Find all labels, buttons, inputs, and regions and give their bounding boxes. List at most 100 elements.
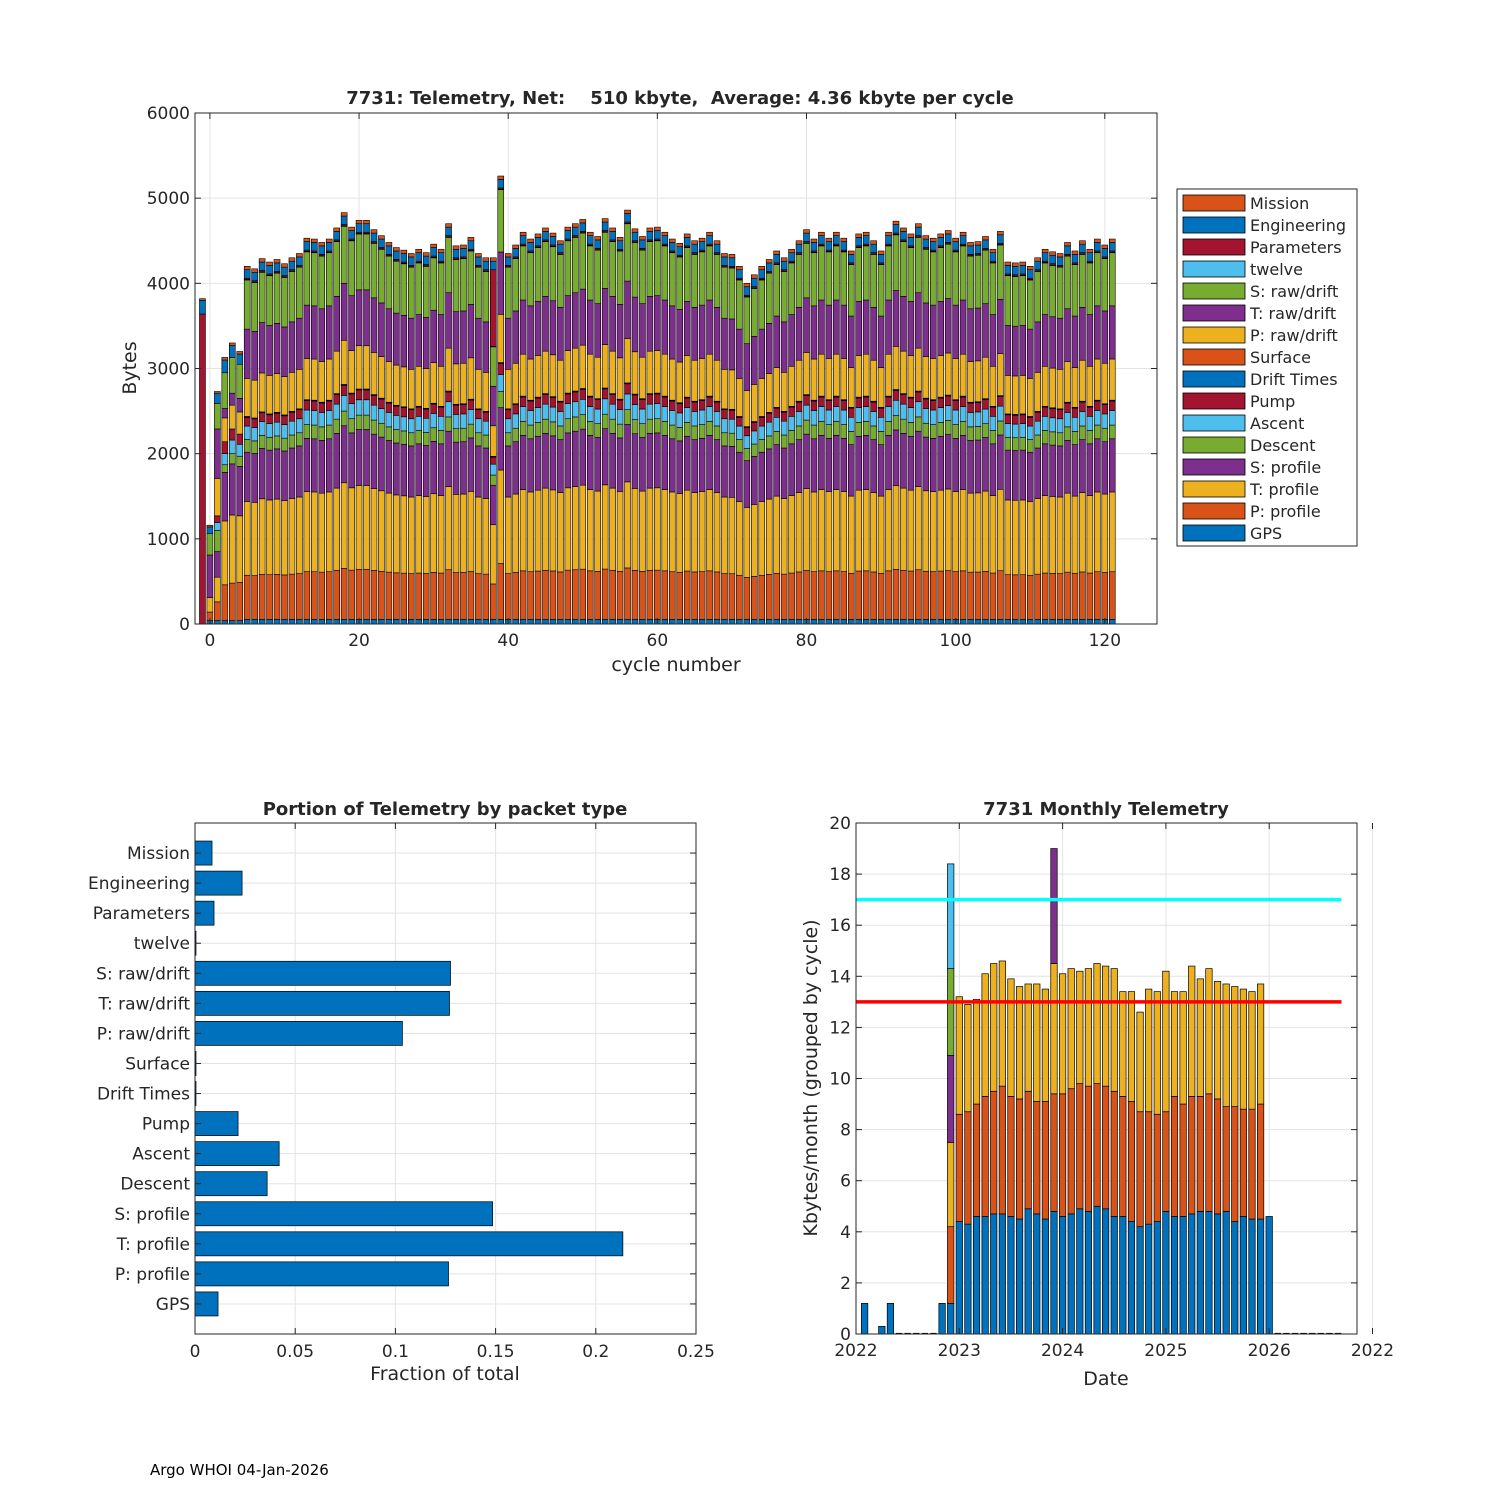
bar-segment xyxy=(445,347,452,392)
legend-item: Ascent xyxy=(1182,414,1304,433)
bar-segment xyxy=(743,619,751,625)
bar-segment xyxy=(1086,495,1094,574)
bar-segment xyxy=(557,243,564,253)
bar-segment xyxy=(482,447,490,499)
bar-segment xyxy=(765,373,773,413)
bar-segment xyxy=(639,408,646,424)
bar-segment xyxy=(1004,619,1012,625)
bar-segment xyxy=(788,430,795,445)
bar-segment xyxy=(780,411,788,422)
bar-segment xyxy=(407,496,415,574)
bar-segment xyxy=(333,296,340,352)
bar-segment xyxy=(616,423,624,439)
bar-2022-04 xyxy=(878,1325,886,1335)
legend-label: Drift Times xyxy=(1250,370,1338,389)
bar-cycle-106 xyxy=(997,231,1004,625)
bar-segment xyxy=(892,415,900,431)
bar-segment xyxy=(1110,1216,1118,1335)
bar-segment xyxy=(407,409,415,420)
bar-segment xyxy=(795,571,803,620)
bar-segment xyxy=(467,571,475,620)
bar-segment xyxy=(609,619,616,625)
bar-segment xyxy=(862,619,870,625)
bar-segment xyxy=(810,619,818,625)
bar-segment xyxy=(736,269,743,279)
bar-segment xyxy=(318,242,326,247)
bar-segment xyxy=(721,573,728,620)
bar-segment xyxy=(1041,1218,1049,1335)
bar-segment xyxy=(862,235,870,245)
bar-segment xyxy=(1093,1205,1101,1335)
bar-segment xyxy=(683,237,691,247)
bar-segment xyxy=(997,234,1004,244)
bar-segment xyxy=(1093,963,1101,1084)
bar-segment xyxy=(944,570,952,620)
bar-segment xyxy=(691,439,698,493)
bar-segment xyxy=(1222,1211,1230,1335)
bar-segment xyxy=(1041,495,1049,574)
bar-segment xyxy=(691,425,698,440)
bar-segment xyxy=(765,421,773,437)
bar-segment xyxy=(355,389,363,401)
bar-segment xyxy=(206,524,214,528)
bar-segment xyxy=(803,570,810,620)
bar-segment xyxy=(1024,1090,1032,1210)
bar-segment xyxy=(773,254,780,264)
bar-segment xyxy=(833,299,840,355)
bar-segment xyxy=(751,288,758,337)
y-tick-label: Drift Times xyxy=(97,1085,190,1105)
bar-segment xyxy=(639,356,646,399)
bar-segment xyxy=(601,231,609,289)
bar-segment xyxy=(765,574,773,620)
bar-cycle-111 xyxy=(1034,257,1041,625)
bar-segment xyxy=(1071,315,1079,368)
bar-segment xyxy=(400,443,408,497)
y-tick-label: 3000 xyxy=(147,360,190,380)
bar-segment xyxy=(564,487,572,571)
bar-segment xyxy=(982,423,989,438)
bar-segment xyxy=(400,572,408,620)
bar-segment xyxy=(661,619,669,625)
bar-segment xyxy=(803,297,810,353)
bar-segment xyxy=(482,619,490,625)
bar-segment xyxy=(631,619,639,625)
bar-segment xyxy=(833,489,840,572)
bar-segment xyxy=(296,418,303,434)
bar-segment xyxy=(989,416,997,431)
bar-segment xyxy=(564,403,572,420)
bar-segment xyxy=(400,366,408,408)
bar-segment xyxy=(266,265,273,275)
bar-segment xyxy=(900,418,907,434)
y-tick-label: P: raw/drift xyxy=(97,1024,191,1044)
bar-cycle-35 xyxy=(467,237,475,625)
bar-segment xyxy=(959,619,967,625)
bar-segment xyxy=(534,301,542,356)
bar-segment xyxy=(482,321,490,373)
bar-segment xyxy=(706,489,713,572)
bar-segment xyxy=(1188,1213,1196,1335)
bar-segment xyxy=(765,448,773,500)
bar-segment xyxy=(631,404,639,420)
bar-cycle-82 xyxy=(818,231,825,625)
bar-segment xyxy=(527,491,534,573)
bar-segment xyxy=(964,1111,972,1225)
bar-segment xyxy=(452,414,460,429)
bar-segment xyxy=(1019,414,1027,424)
bar-2026-01 xyxy=(1265,1216,1273,1335)
bar-segment xyxy=(1026,574,1034,620)
bar-segment xyxy=(698,241,706,251)
bar-2025-02 xyxy=(1170,991,1179,1335)
bar-segment xyxy=(937,619,945,625)
bar-segment xyxy=(363,399,370,416)
bar-segment xyxy=(713,571,721,620)
bar-segment xyxy=(833,396,840,407)
bar-segment xyxy=(296,266,303,319)
bar-segment xyxy=(788,365,795,407)
bar-segment xyxy=(967,255,974,310)
bar-segment xyxy=(1162,1111,1170,1212)
bar-segment xyxy=(1102,1085,1110,1210)
bar-segment xyxy=(318,361,326,403)
bar-segment xyxy=(527,571,534,620)
